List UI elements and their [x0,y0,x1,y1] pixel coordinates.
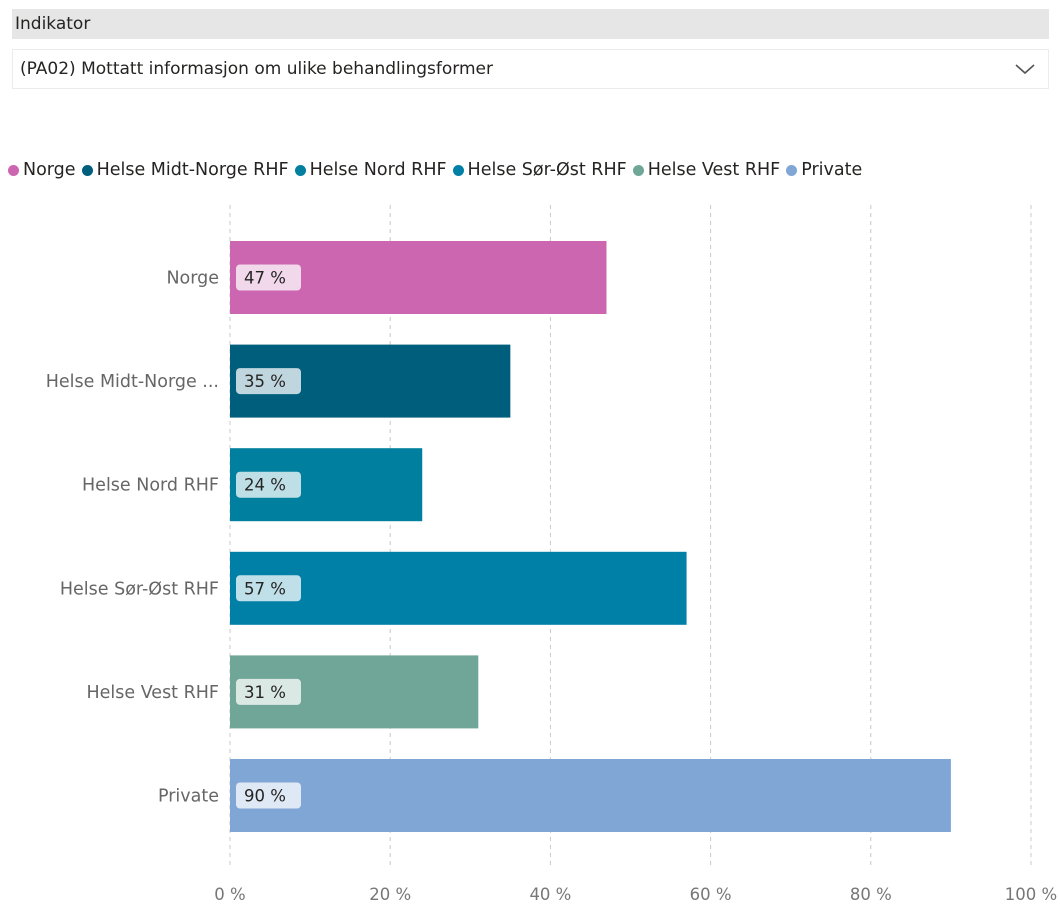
category-label: Helse Sør-Øst RHF [60,579,219,599]
data-label: 24 % [244,476,286,495]
data-label: 57 % [244,579,286,598]
chart-legend: Norge Helse Midt-Norge RHF Helse Nord RHF H… [8,157,868,183]
legend-item-1[interactable]: Helse Midt-Norge RHF [81,160,289,180]
category-label: Helse Vest RHF [86,683,219,703]
x-tick-label: 0 % [214,885,245,904]
data-label: 90 % [244,787,286,806]
bar[interactable] [230,759,951,832]
chevron-down-icon[interactable] [1014,62,1036,76]
data-label-bg [236,264,301,291]
category-label: Helse Midt-Norge ... [46,372,219,392]
legend-dot [8,164,19,176]
x-tick-label: 100 % [1005,885,1057,904]
legend-label: Helse Midt-Norge RHF [96,160,289,180]
data-label-bg [236,368,301,395]
legend-dot [81,164,93,176]
data-label-bg [236,575,301,602]
slicer-header: Indikator [12,9,1049,39]
legend-item-5[interactable]: Private [786,160,862,180]
x-tick-label: 20 % [369,885,411,904]
data-label-bg [236,471,301,498]
legend-item-2[interactable]: Helse Nord RHF [294,160,447,180]
legend-dot [632,164,644,176]
indicator-dropdown[interactable]: (PA02) Mottatt informasjon om ulike beha… [12,49,1049,89]
category-label: Private [158,787,219,807]
category-label: Norge [166,269,219,289]
bar[interactable] [230,551,687,625]
legend-item-0[interactable]: Norge [8,160,76,180]
x-tick-label: 40 % [529,885,571,904]
data-label-bg [236,678,301,705]
legend-label: Helse Vest RHF [647,160,781,180]
legend-item-3[interactable]: Helse Sør-Øst RHF [452,160,627,180]
x-tick-label: 60 % [690,885,732,904]
legend-label: Helse Sør-Øst RHF [467,160,627,180]
legend-dot [294,164,306,176]
legend-item-4[interactable]: Helse Vest RHF [632,160,781,180]
data-label-bg [236,782,301,809]
data-label: 35 % [244,372,286,391]
category-label: Helse Nord RHF [82,476,219,496]
legend-label: Norge [23,160,76,180]
x-tick-label: 80 % [850,885,892,904]
dropdown-selected-value: (PA02) Mottatt informasjon om ulike beha… [20,59,494,79]
legend-dot [786,164,798,176]
legend-dot [452,164,464,176]
legend-label: Private [801,160,863,180]
data-label: 47 % [244,269,286,288]
slicer-title: Indikator [15,14,91,34]
data-label: 31 % [244,683,286,702]
legend-label: Helse Nord RHF [309,160,447,180]
